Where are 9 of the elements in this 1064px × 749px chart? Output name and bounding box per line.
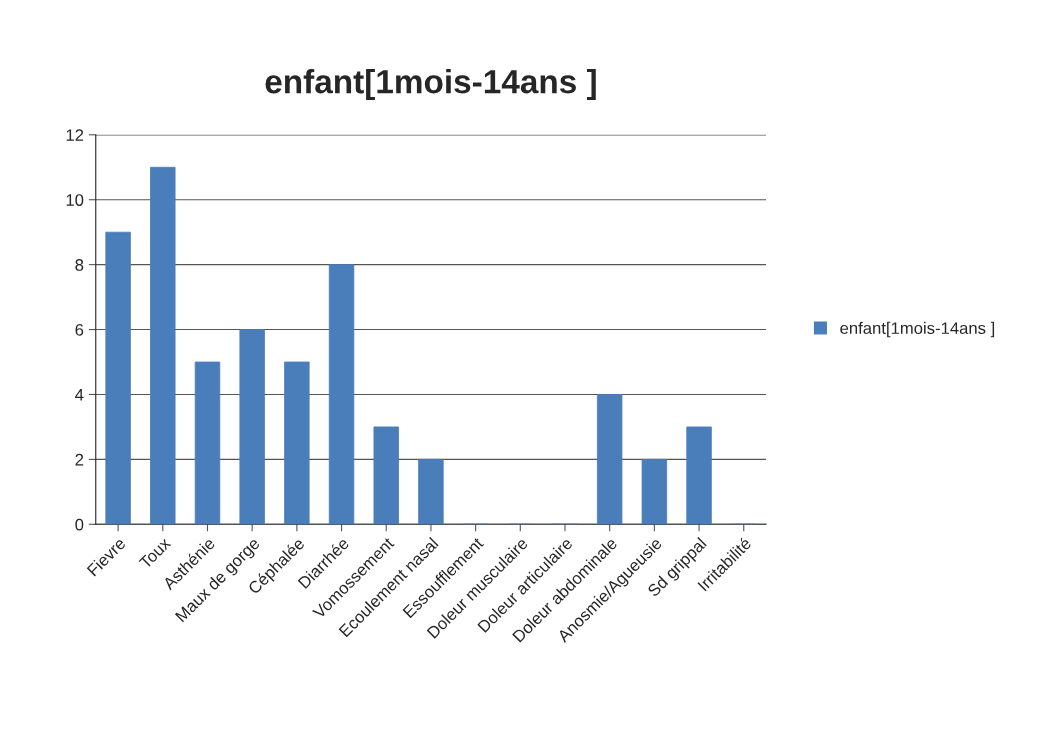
y-tick-label: 6: [75, 323, 84, 336]
y-tick-label: 8: [75, 259, 84, 271]
chart-title: enfant[1mois-14ans ]: [265, 69, 596, 101]
legend-label: enfant[1mois-14ans ]: [840, 321, 995, 338]
y-tick-label: 0: [75, 518, 84, 531]
y-tick-label: 2: [75, 453, 84, 466]
y-tick-label: 4: [75, 389, 84, 401]
y-tick-label: 12: [66, 129, 84, 141]
y-tick-label: 10: [66, 194, 84, 206]
